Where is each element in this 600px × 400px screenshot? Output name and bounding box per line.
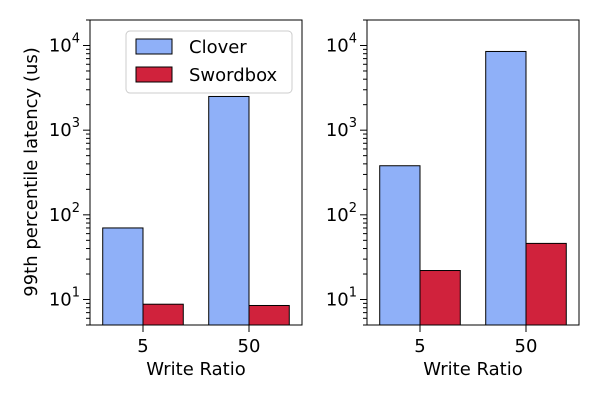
y-tick-label: 101 [326, 286, 357, 311]
y-tick-label: 104 [326, 31, 357, 56]
left-panel-y-ticks: 101 102 103 104 [49, 19, 90, 326]
bar-swordbox-5 [419, 270, 461, 326]
y-tick-label: 103 [49, 116, 80, 141]
right-panel-bars [379, 50, 567, 326]
left-panel-bars [102, 95, 290, 326]
right-panel-x-ticks: 5 50 [414, 325, 537, 357]
right-panel: 101 102 103 104 5 50 Write Ratio [326, 19, 580, 380]
y-axis-label: 99th percentile latency (us) [21, 47, 42, 297]
left-panel: 101 102 103 104 5 50 Write Ratio 99th percen… [21, 19, 303, 380]
legend-swatch-clover [135, 38, 173, 55]
x-tick-label: 50 [515, 336, 538, 357]
y-tick-label: 101 [49, 286, 80, 311]
x-tick-label: 50 [238, 336, 261, 357]
left-panel-x-ticks: 5 50 [137, 325, 260, 357]
bar-clover-50 [208, 95, 250, 326]
bar-swordbox-50 [248, 304, 290, 326]
bar-clover-5 [102, 227, 144, 326]
legend-label-swordbox: Swordbox [189, 65, 278, 86]
x-tick-label: 5 [414, 336, 425, 357]
bar-swordbox-50 [525, 242, 567, 326]
legend-label-clover: Clover [189, 37, 247, 58]
bar-swordbox-5 [142, 303, 184, 326]
left-panel-x-axis-label: Write Ratio [146, 359, 245, 380]
y-tick-label: 102 [326, 201, 357, 226]
bar-clover-50 [485, 50, 527, 326]
y-tick-label: 103 [326, 116, 357, 141]
y-tick-label: 102 [49, 201, 80, 226]
y-tick-label: 104 [49, 31, 80, 56]
right-panel-y-ticks: 101 102 103 104 [326, 19, 367, 326]
legend: Clover Swordbox [125, 30, 293, 94]
legend-swatch-swordbox [135, 66, 173, 83]
right-panel-x-axis-label: Write Ratio [423, 359, 522, 380]
x-tick-label: 5 [137, 336, 148, 357]
bar-clover-5 [379, 165, 421, 326]
